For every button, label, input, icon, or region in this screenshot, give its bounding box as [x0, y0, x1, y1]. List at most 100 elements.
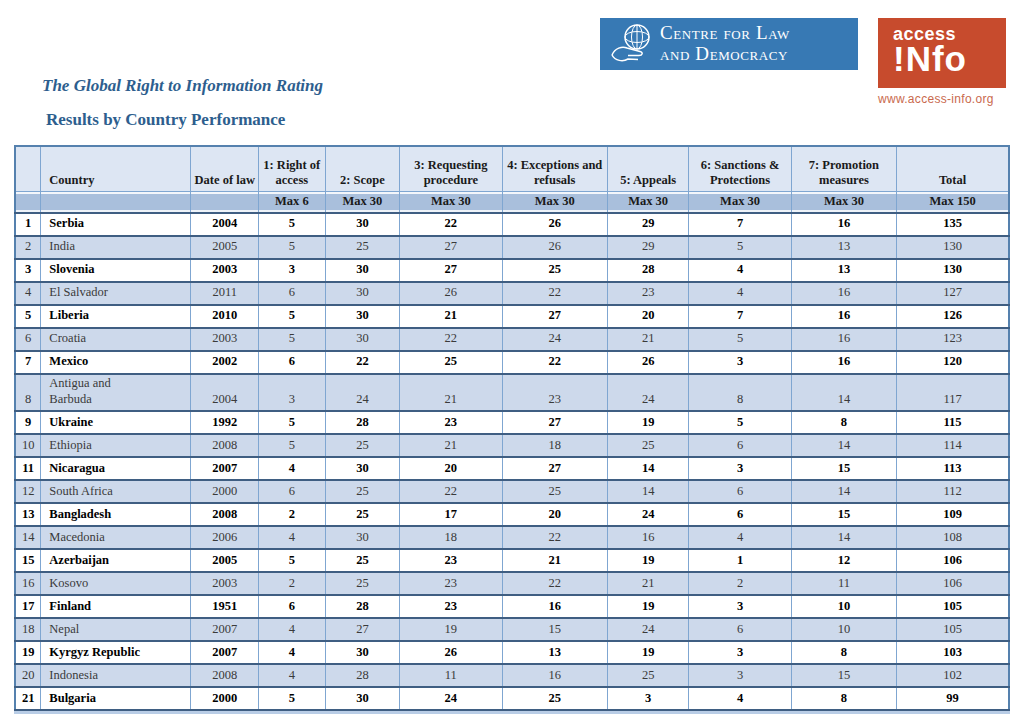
score-cell-exceptions-and-refusals: 13 — [502, 641, 607, 664]
score-cell-requesting-procedure: 23 — [400, 595, 502, 618]
date-of-law-cell: 2008 — [191, 503, 259, 526]
score-cell-requesting-procedure: 27 — [400, 236, 502, 259]
score-cell-requesting-procedure: 21 — [400, 434, 502, 457]
rank-cell: 11 — [15, 457, 41, 480]
score-cell-requesting-procedure: 23 — [400, 572, 502, 595]
total-cell: 106 — [897, 549, 1009, 572]
date-of-law-cell: 2002 — [191, 351, 259, 374]
date-of-law-cell: 2008 — [191, 664, 259, 687]
score-cell-scope: 30 — [325, 282, 400, 305]
score-cell-exceptions-and-refusals: 25 — [502, 259, 607, 282]
score-cell-right-of-access: 5 — [259, 434, 326, 457]
score-cell-exceptions-and-refusals: 22 — [502, 526, 607, 549]
max-label-sanctions-protections: Max 30 — [689, 192, 791, 214]
date-of-law-cell: 2007 — [191, 641, 259, 664]
score-cell-sanctions-protections: 6 — [689, 480, 791, 503]
score-cell-sanctions-protections: 4 — [689, 687, 791, 710]
score-cell-exceptions-and-refusals: 20 — [502, 503, 607, 526]
date-of-law-cell: 2003 — [191, 572, 259, 595]
score-cell-sanctions-protections: 3 — [689, 664, 791, 687]
max-label-exceptions-and-refusals: Max 30 — [502, 192, 607, 214]
total-cell: 106 — [897, 572, 1009, 595]
score-cell-appeals: 29 — [607, 213, 689, 236]
score-cell-exceptions-and-refusals: 25 — [502, 480, 607, 503]
column-header-total: Total — [897, 146, 1009, 192]
date-of-law-cell: 2000 — [191, 687, 259, 710]
score-cell-appeals: 24 — [607, 618, 689, 641]
country-cell: Nicaragua — [41, 457, 191, 480]
score-cell-requesting-procedure: 18 — [400, 526, 502, 549]
max-label-rank — [15, 192, 41, 214]
page-title: The Global Right to Information Rating — [42, 76, 323, 96]
score-cell-requesting-procedure: 20 — [400, 457, 502, 480]
rank-cell: 2 — [15, 236, 41, 259]
score-cell-right-of-access: 6 — [259, 595, 326, 618]
country-cell: Antigua and Barbuda — [41, 374, 191, 411]
max-label-country — [41, 192, 191, 214]
centre-for-law-and-democracy-logo: Centre for Law and Democracy — [600, 18, 858, 70]
date-of-law-cell: 2007 — [191, 618, 259, 641]
country-cell: El Salvador — [41, 282, 191, 305]
rank-cell: 17 — [15, 595, 41, 618]
total-cell: 135 — [897, 213, 1009, 236]
cld-logo-line2: and Democracy — [660, 44, 790, 65]
total-cell: 108 — [897, 526, 1009, 549]
score-cell-exceptions-and-refusals: 22 — [502, 351, 607, 374]
date-of-law-cell: 2011 — [191, 282, 259, 305]
score-cell-requesting-procedure: 21 — [400, 305, 502, 328]
score-cell-sanctions-protections: 6 — [689, 618, 791, 641]
score-cell-right-of-access: 6 — [259, 282, 326, 305]
total-cell: 117 — [897, 374, 1009, 411]
column-header-rank — [15, 146, 41, 192]
country-cell: Kyrgyz Republic — [41, 641, 191, 664]
table-header-row: CountryDate of law1: Right of access2: S… — [15, 146, 1009, 192]
country-cell: Macedonia — [41, 526, 191, 549]
score-cell-sanctions-protections: 4 — [689, 526, 791, 549]
page-subtitle: Results by Country Performance — [46, 110, 285, 130]
max-label-date-of-law — [191, 192, 259, 214]
country-cell: Nepal — [41, 618, 191, 641]
score-cell-appeals: 19 — [607, 549, 689, 572]
total-cell: 103 — [897, 641, 1009, 664]
score-cell-appeals: 19 — [607, 641, 689, 664]
score-cell-appeals: 25 — [607, 664, 689, 687]
score-cell-appeals: 28 — [607, 259, 689, 282]
score-cell-scope: 25 — [325, 503, 400, 526]
globe-in-hand-icon — [608, 22, 656, 66]
total-cell: 113 — [897, 457, 1009, 480]
country-cell: Kosovo — [41, 572, 191, 595]
country-cell: Bulgaria — [41, 687, 191, 710]
score-cell-scope: 22 — [325, 351, 400, 374]
country-cell: Serbia — [41, 213, 191, 236]
score-cell-scope: 25 — [325, 236, 400, 259]
score-cell-sanctions-protections: 4 — [689, 282, 791, 305]
score-cell-requesting-procedure: 19 — [400, 618, 502, 641]
date-of-law-cell: 2003 — [191, 259, 259, 282]
rank-cell: 19 — [15, 641, 41, 664]
country-cell: Ukraine — [41, 411, 191, 434]
score-cell-right-of-access: 4 — [259, 457, 326, 480]
score-cell-exceptions-and-refusals: 23 — [502, 374, 607, 411]
score-cell-requesting-procedure: 23 — [400, 411, 502, 434]
country-cell: South Africa — [41, 480, 191, 503]
column-header-scope: 2: Scope — [325, 146, 400, 192]
column-header-exceptions-and-refusals: 4: Exceptions and refusals — [502, 146, 607, 192]
max-label-total: Max 150 — [897, 192, 1009, 214]
score-cell-appeals: 21 — [607, 572, 689, 595]
score-cell-exceptions-and-refusals: 26 — [502, 236, 607, 259]
score-cell-appeals: 24 — [607, 374, 689, 411]
table-row-country-8: 8Antigua and Barbuda2004324212324814117 — [15, 374, 1009, 411]
score-cell-right-of-access: 4 — [259, 641, 326, 664]
score-cell-right-of-access: 6 — [259, 351, 326, 374]
table-row-country-18: 18Nepal2007427191524610105 — [15, 618, 1009, 641]
date-of-law-cell: 1992 — [191, 411, 259, 434]
score-cell-sanctions-protections: 8 — [689, 374, 791, 411]
total-cell: 126 — [897, 305, 1009, 328]
score-cell-promotion-measures: 16 — [791, 351, 896, 374]
score-cell-promotion-measures: 16 — [791, 213, 896, 236]
table-row-country-17: 17Finland1951628231619310105 — [15, 595, 1009, 618]
score-cell-exceptions-and-refusals: 27 — [502, 411, 607, 434]
table-row-country-14: 14Macedonia2006430182216414108 — [15, 526, 1009, 549]
total-cell: 130 — [897, 259, 1009, 282]
score-cell-promotion-measures: 8 — [791, 411, 896, 434]
